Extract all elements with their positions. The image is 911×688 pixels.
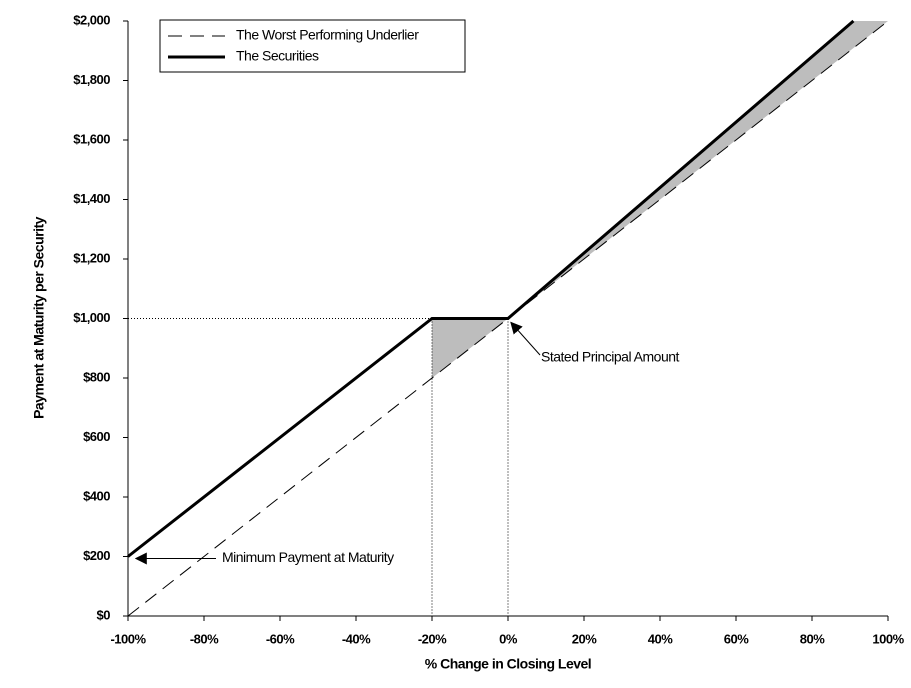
y-tick-label: $1,400 <box>73 191 110 206</box>
y-tick-label: $0 <box>97 607 111 622</box>
y-axis-title: Payment at Maturity per Security <box>31 216 47 419</box>
y-tick-label: $400 <box>83 488 110 503</box>
x-tick-label: 0% <box>499 631 518 646</box>
annotation: Minimum Payment at Maturity <box>222 549 394 565</box>
y-tick-label: $2,000 <box>73 12 110 27</box>
x-tick-label: -100% <box>110 631 146 646</box>
series-line <box>127 20 889 617</box>
series-line <box>127 19 855 558</box>
y-tick-label: $600 <box>83 429 110 444</box>
y-tick-label: $800 <box>83 369 110 384</box>
y-tick-label: $1,000 <box>73 310 110 325</box>
annotation-arrow <box>510 321 541 356</box>
legend-box <box>159 19 466 73</box>
x-tick-label: 20% <box>572 631 597 646</box>
y-tick-label: $1,600 <box>73 131 110 146</box>
y-tick-label: $1,200 <box>73 250 110 265</box>
annotation: Stated Principal Amount <box>541 349 680 365</box>
x-tick-label: 80% <box>800 631 825 646</box>
x-tick-label: -40% <box>342 631 371 646</box>
x-tick-label: -60% <box>266 631 295 646</box>
legend-label: The Worst Performing Underlier <box>236 27 419 43</box>
x-tick-label: 40% <box>648 631 673 646</box>
y-tick-label: $1,800 <box>73 72 110 87</box>
x-tick-label: -20% <box>418 631 447 646</box>
x-tick-label: 100% <box>872 631 904 646</box>
x-axis-title: % Change in Closing Level <box>425 656 591 672</box>
x-tick-label: 60% <box>724 631 749 646</box>
x-tick-label: -80% <box>190 631 219 646</box>
legend-label: The Securities <box>236 48 319 64</box>
y-tick-label: $200 <box>83 548 110 563</box>
